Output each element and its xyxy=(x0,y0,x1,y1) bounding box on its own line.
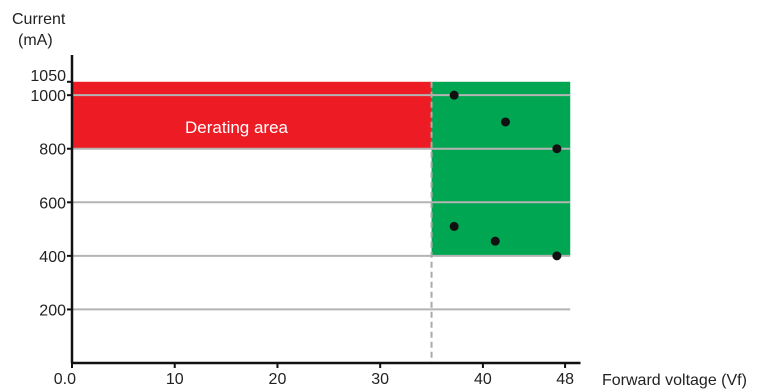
x-tick-label-30: 30 xyxy=(371,371,389,388)
data-point-4 xyxy=(449,221,459,231)
y-axis-title-line1: Current xyxy=(12,11,66,28)
derating-area-region xyxy=(72,81,432,149)
y-tick-label-1000: 1000 xyxy=(30,88,66,105)
grid-layer xyxy=(72,94,571,311)
data-point-3 xyxy=(552,144,562,154)
y-tick-label-1050: 1050 xyxy=(30,68,66,85)
y-tick-label-600: 600 xyxy=(39,195,66,212)
y-tick-label-400: 400 xyxy=(39,249,66,266)
derating-area-label: Derating area xyxy=(185,118,289,137)
x-tick-label-0.0: 0.0 xyxy=(54,371,76,388)
data-point-5 xyxy=(490,236,500,246)
x-tick-label-48: 48 xyxy=(556,371,574,388)
data-point-2 xyxy=(501,117,511,127)
y-tick-label-200: 200 xyxy=(39,302,66,319)
x-tick-label-20: 20 xyxy=(269,371,287,388)
data-point-1 xyxy=(449,90,459,100)
regions-layer xyxy=(72,81,571,256)
tick-labels-layer: 0.0 10 20 30 40 48 200 400 600 800 1000 1050 xyxy=(30,68,574,388)
x-tick-label-10: 10 xyxy=(166,371,184,388)
points-layer xyxy=(449,90,562,261)
axes-layer xyxy=(70,55,581,365)
y-axis-title-line2: (mA) xyxy=(18,32,53,49)
x-axis-title: Forward voltage (Vf) xyxy=(602,372,747,389)
y-tick-label-800: 800 xyxy=(39,142,66,159)
x-tick-label-40: 40 xyxy=(474,371,492,388)
data-point-6 xyxy=(552,251,562,261)
